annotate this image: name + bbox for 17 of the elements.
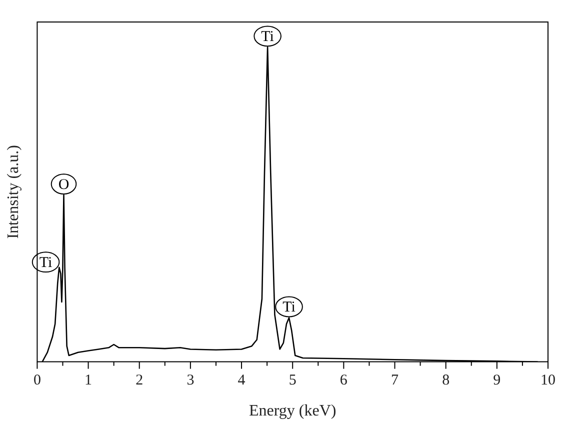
x-tick-label: 6 bbox=[340, 372, 348, 389]
x-tick-label: 10 bbox=[540, 372, 556, 389]
x-tick-label: 0 bbox=[33, 372, 41, 389]
x-tick-label: 8 bbox=[442, 372, 450, 389]
x-tick-label: 4 bbox=[238, 372, 246, 389]
annotation: Ti bbox=[261, 29, 274, 46]
x-tick-label: 5 bbox=[288, 372, 296, 389]
x-axis-title: Energy (keV) bbox=[248, 402, 336, 420]
x-tick-label: 9 bbox=[493, 372, 501, 389]
annotation: O bbox=[58, 176, 70, 193]
x-tick-label: 7 bbox=[391, 372, 400, 389]
annotation: Ti bbox=[39, 255, 52, 272]
x-tick-label: 1 bbox=[84, 372, 92, 389]
annotation: Ti bbox=[282, 300, 296, 316]
x-tick-label: 3 bbox=[186, 372, 194, 389]
x-tick-label: 2 bbox=[136, 372, 144, 389]
y-axis-title: Intensity (a.u.) bbox=[4, 145, 22, 239]
